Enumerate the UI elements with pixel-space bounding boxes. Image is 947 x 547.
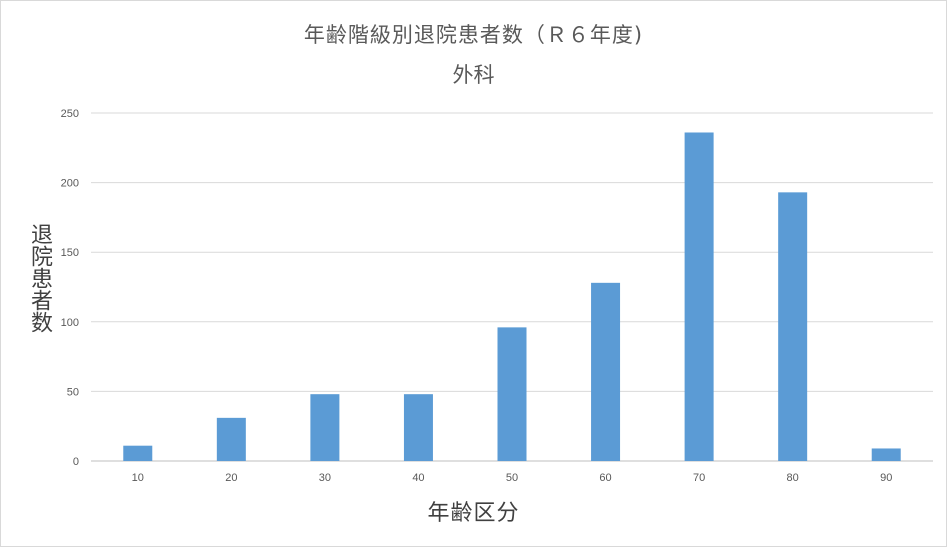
bar [216, 417, 246, 461]
bar [403, 394, 433, 461]
chart-title: 年齢階級別退院患者数（Ｒ６年度) [303, 23, 644, 47]
x-tick-label: 80 [787, 472, 799, 484]
y-tick-label: 250 [61, 108, 79, 120]
y-tick-label: 0 [73, 456, 79, 468]
chart-subtitle: 外科 [452, 63, 495, 87]
y-tick-label: 50 [67, 386, 79, 398]
x-axis-label: 年齢区分 [427, 501, 520, 526]
bar [123, 445, 153, 461]
x-tick-label: 70 [693, 472, 705, 484]
y-tick-label: 150 [61, 247, 79, 259]
bar [497, 327, 527, 461]
x-tick-label: 10 [132, 472, 144, 484]
bar [591, 282, 621, 461]
y-tick-label: 200 [61, 178, 79, 190]
x-tick-label: 50 [506, 472, 518, 484]
x-tick-label: 20 [225, 472, 237, 484]
y-tick-label: 100 [61, 317, 79, 329]
y-axis-label: 退院患者数 [27, 223, 52, 333]
x-tick-label: 40 [412, 472, 424, 484]
bar [310, 394, 340, 461]
bar [871, 448, 901, 461]
x-tick-label: 60 [599, 472, 611, 484]
x-tick-label: 30 [319, 472, 331, 484]
x-tick-label: 90 [880, 472, 892, 484]
bar [684, 132, 714, 461]
bar [778, 192, 808, 461]
